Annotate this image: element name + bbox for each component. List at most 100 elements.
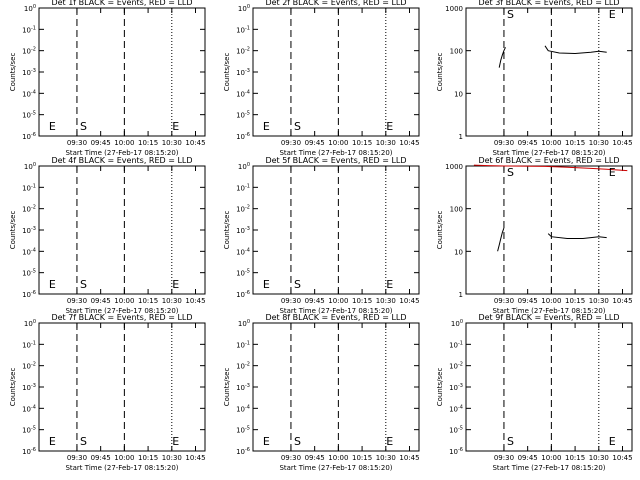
panel-title: Det 6f BLACK = Events, RED = LLD: [478, 156, 619, 165]
y-tick-label: 10-1: [236, 183, 250, 192]
y-tick-label: 10-6: [449, 447, 463, 456]
plot-frame: [252, 165, 420, 295]
y-tick-label: 10-4: [22, 89, 36, 98]
x-tick-label: 10:00: [114, 454, 134, 462]
x-tick-label: 10:45: [185, 139, 205, 147]
y-tick-label: 10-2: [22, 205, 36, 214]
y-tick-label: 10: [454, 90, 463, 98]
x-axis-label: Start Time (27-Feb-17 08:15:20): [279, 149, 392, 157]
y-tick-label: 10-3: [22, 226, 36, 235]
marker-e-label: E: [386, 278, 393, 291]
marker-s-label: S: [80, 120, 87, 133]
marker-e-label: E: [263, 435, 270, 448]
marker-e-label: E: [386, 435, 393, 448]
y-tick-label: 10-5: [22, 426, 36, 435]
x-axis-label: Start Time (27-Feb-17 08:15:20): [492, 464, 605, 472]
x-tick-label: 09:45: [91, 454, 111, 462]
x-tick-label: 09:30: [67, 139, 87, 147]
y-tick-label: 10-3: [236, 383, 250, 392]
plot-frame: [465, 165, 633, 295]
x-tick-label: 09:30: [67, 297, 87, 305]
x-tick-label: 09:45: [305, 454, 325, 462]
panel-title: Det 5f BLACK = Events, RED = LLD: [265, 156, 406, 165]
panel-title: Det 3f BLACK = Events, RED = LLD: [478, 0, 619, 7]
y-axis-label: Counts/sec: [436, 53, 444, 92]
y-tick-label: 10-2: [236, 205, 250, 214]
plot-frame: [252, 322, 420, 452]
x-axis-label: Start Time (27-Feb-17 08:15:20): [279, 307, 392, 315]
panel-det-8: Det 8f BLACK = Events, RED = LLD Counts/s…: [223, 313, 420, 472]
x-tick-label: 10:15: [565, 139, 585, 147]
x-tick-label: 10:45: [399, 454, 419, 462]
panel-title: Det 8f BLACK = Events, RED = LLD: [265, 313, 406, 322]
y-tick-label: 10-3: [22, 383, 36, 392]
y-tick-label: 10-6: [22, 132, 36, 141]
y-tick-label: 10: [454, 248, 463, 256]
marker-s-label: S: [294, 120, 301, 133]
lld-series: [473, 164, 628, 172]
y-tick-label: 1000: [445, 5, 463, 13]
y-tick-label: 10-2: [236, 47, 250, 56]
events-series: [547, 233, 607, 239]
x-tick-label: 09:45: [305, 139, 325, 147]
x-tick-label: 10:30: [376, 139, 396, 147]
y-tick-label: 10-2: [22, 47, 36, 56]
y-tick-label: 10-4: [236, 89, 250, 98]
y-tick-label: 10-4: [22, 404, 36, 413]
y-tick-label: 10-5: [22, 111, 36, 120]
panel-det-5: Det 5f BLACK = Events, RED = LLD Counts/s…: [223, 156, 420, 315]
x-tick-label: 10:00: [328, 297, 348, 305]
marker-e-label: E: [386, 120, 393, 133]
marker-e-label: E: [609, 8, 616, 21]
y-tick-label: 10-4: [449, 404, 463, 413]
x-tick-label: 10:45: [399, 139, 419, 147]
x-tick-label: 09:30: [281, 454, 301, 462]
y-axis-label: Counts/sec: [223, 211, 231, 250]
y-axis-label: Counts/sec: [9, 53, 17, 92]
x-tick-label: 10:00: [114, 297, 134, 305]
y-tick-label: 10-6: [22, 447, 36, 456]
x-tick-label: 09:45: [518, 139, 538, 147]
marker-e-label: E: [49, 120, 56, 133]
x-tick-label: 10:15: [565, 297, 585, 305]
x-axis-label: Start Time (27-Feb-17 08:15:20): [65, 464, 178, 472]
y-tick-label: 10-5: [22, 269, 36, 278]
x-tick-label: 10:15: [138, 297, 158, 305]
marker-s-label: S: [80, 435, 87, 448]
y-tick-label: 10-6: [22, 290, 36, 299]
plot-frame: [38, 322, 206, 452]
x-tick-label: 10:00: [114, 139, 134, 147]
x-tick-label: 09:45: [518, 297, 538, 305]
plot-frame: [38, 7, 206, 137]
marker-e-label: E: [172, 435, 179, 448]
x-tick-label: 10:45: [612, 139, 632, 147]
x-tick-label: 10:30: [162, 139, 182, 147]
y-tick-label: 1: [459, 291, 463, 299]
x-tick-label: 09:45: [305, 297, 325, 305]
y-tick-label: 100: [450, 48, 463, 56]
x-tick-label: 10:15: [352, 139, 372, 147]
y-tick-label: 100: [24, 319, 36, 328]
y-tick-label: 100: [238, 4, 250, 13]
x-tick-label: 10:15: [138, 454, 158, 462]
y-tick-label: 10-2: [22, 362, 36, 371]
x-axis-label: Start Time (27-Feb-17 08:15:20): [65, 307, 178, 315]
y-tick-label: 100: [24, 4, 36, 13]
marker-e-label: E: [49, 435, 56, 448]
y-tick-label: 100: [24, 162, 36, 171]
y-tick-label: 100: [238, 162, 250, 171]
y-tick-label: 10-4: [236, 404, 250, 413]
x-tick-label: 10:15: [352, 297, 372, 305]
y-axis-label: Counts/sec: [9, 368, 17, 407]
x-tick-label: 10:45: [185, 297, 205, 305]
x-tick-label: 09:30: [281, 139, 301, 147]
y-tick-label: 1: [459, 133, 463, 141]
marker-s-label: S: [294, 435, 301, 448]
y-tick-label: 10-5: [236, 269, 250, 278]
y-tick-label: 10-1: [22, 183, 36, 192]
panel-det-2: Det 2f BLACK = Events, RED = LLD Counts/s…: [223, 0, 420, 157]
plot-frame: [252, 7, 420, 137]
x-tick-label: 10:15: [352, 454, 372, 462]
x-tick-label: 10:00: [541, 297, 561, 305]
